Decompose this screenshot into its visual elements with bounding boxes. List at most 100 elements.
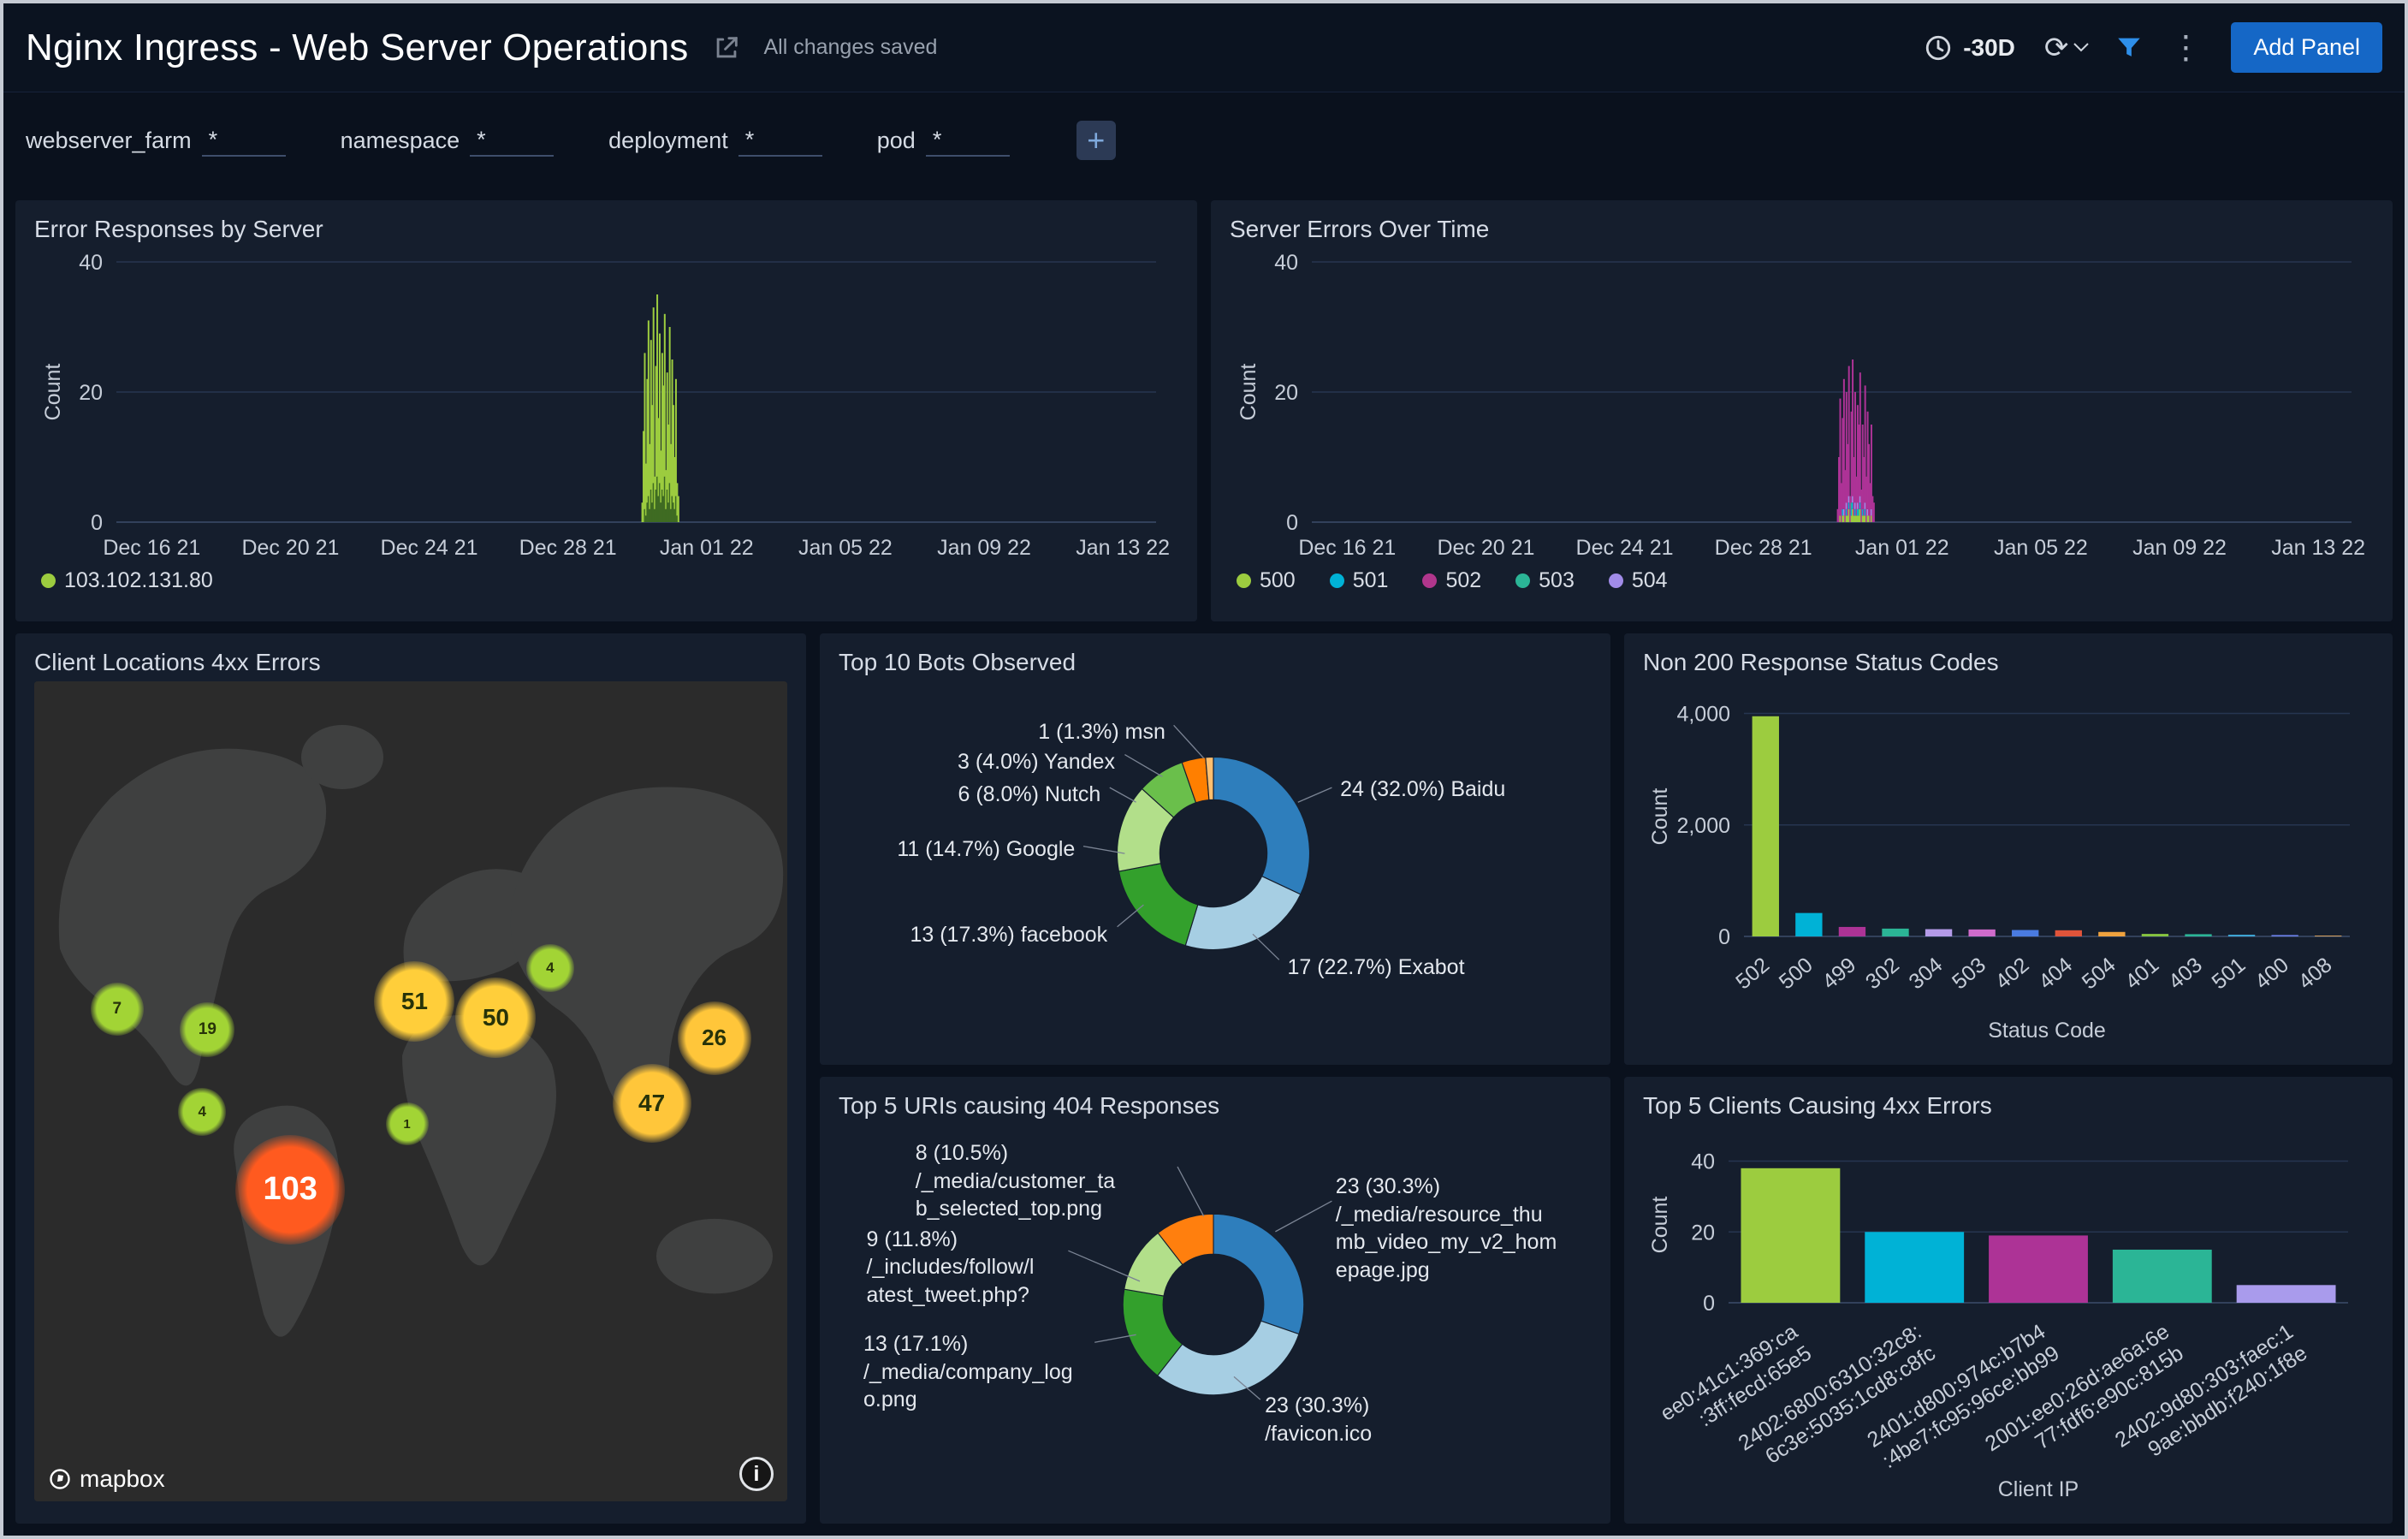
header: Nginx Ingress - Web Server Operations Al… <box>3 3 2405 92</box>
chart-legend: 103.102.131.80 <box>34 568 1178 593</box>
svg-text:499: 499 <box>1818 953 1860 994</box>
panel-top-bots: Top 10 Bots Observed 1 (1.3%) msn <box>820 633 1610 1065</box>
legend-item[interactable]: 500 <box>1237 568 1296 593</box>
svg-text:Count: Count <box>1237 364 1260 421</box>
donut-label: 8 (10.5%) /_media/customer_ta b_selected… <box>915 1141 1116 1221</box>
map-bubble[interactable]: 50 <box>455 977 537 1058</box>
panel-client-locations: Client Locations 4xx Errors <box>15 633 806 1524</box>
mapbox-attribution[interactable]: mapbox <box>48 1465 165 1493</box>
svg-text:Jan 01 22: Jan 01 22 <box>660 536 754 560</box>
page-title: Nginx Ingress - Web Server Operations <box>26 26 689 68</box>
legend-item[interactable]: 502 <box>1422 568 1481 593</box>
kebab-menu-icon[interactable]: ⋮ <box>2169 29 2203 66</box>
map-bubble[interactable]: 47 <box>612 1064 691 1144</box>
legend-dot <box>1329 573 1344 588</box>
refresh-button[interactable]: ⟳ <box>2044 33 2090 62</box>
map-bubble[interactable]: 4 <box>178 1087 227 1136</box>
time-range-label: -30D <box>1963 33 2015 61</box>
svg-text:Count: Count <box>1648 1197 1672 1254</box>
clock-icon <box>1924 33 1953 62</box>
add-panel-button[interactable]: Add Panel <box>2231 22 2382 73</box>
filter-deployment: deployment <box>608 124 822 157</box>
dashboard-grid: Error Responses by Server 0 20 40 Count Dec … <box>3 188 2405 1536</box>
svg-text:Status Code: Status Code <box>1988 1019 2106 1043</box>
svg-text:501: 501 <box>2207 953 2250 994</box>
svg-text:401: 401 <box>2120 953 2163 994</box>
svg-text:404: 404 <box>2034 953 2077 994</box>
webserver-farm-input[interactable] <box>201 124 286 157</box>
map-bubble[interactable]: 1 <box>385 1102 429 1146</box>
error-responses-chart[interactable]: 0 20 40 Count Dec 16 21 Dec 20 21 Dec 24 21 Dec… <box>34 248 1178 567</box>
map-bubble[interactable]: 26 <box>677 1001 751 1075</box>
panel-title: Client Locations 4xx Errors <box>34 649 321 675</box>
svg-text:Dec 20 21: Dec 20 21 <box>1437 536 1534 560</box>
svg-text:Client IP: Client IP <box>1998 1477 2079 1501</box>
donut-label: 9 (11.8%) /_includes/follow/l atest_twee… <box>866 1227 1035 1307</box>
svg-text:Jan 01 22: Jan 01 22 <box>1855 536 1949 560</box>
donut-label: 23 (30.3%) /favicon.ico <box>1265 1393 1373 1446</box>
map-bubble[interactable]: 7 <box>90 983 144 1037</box>
donut-label: 24 (32.0%) Baidu <box>1340 777 1506 802</box>
svg-text:Jan 09 22: Jan 09 22 <box>2132 536 2227 560</box>
mapbox-label: mapbox <box>80 1465 165 1492</box>
panel-top-clients: Top 5 Clients Causing 4xx Errors 0 20 40 Co… <box>1624 1077 2393 1524</box>
legend-item[interactable]: 503 <box>1515 568 1575 593</box>
legend-label: 503 <box>1539 568 1575 592</box>
legend-dot <box>1515 573 1531 588</box>
svg-text:2,000: 2,000 <box>1676 814 1730 838</box>
svg-text:402: 402 <box>1991 953 2034 994</box>
share-icon[interactable] <box>712 33 741 62</box>
deployment-input[interactable] <box>738 124 822 157</box>
add-filter-button[interactable]: + <box>1076 121 1116 160</box>
panel-title: Error Responses by Server <box>34 216 323 242</box>
panel-top-uris: Top 5 URIs causing 404 Responses 8 (10.5… <box>820 1077 1610 1524</box>
legend-item[interactable]: 501 <box>1329 568 1388 593</box>
panel-title: Non 200 Response Status Codes <box>1643 649 1999 675</box>
legend-label: 500 <box>1260 568 1296 592</box>
column-middle: Top 10 Bots Observed 1 (1.3%) msn <box>820 633 1610 1524</box>
filter-webserver-farm: webserver_farm <box>26 124 286 157</box>
map-bubble[interactable]: 103 <box>235 1134 346 1245</box>
uris-donut[interactable] <box>1120 1211 1307 1398</box>
world-map[interactable]: mapbox i 7 19 4 103 51 50 1 4 26 47 <box>34 681 787 1501</box>
svg-text:20: 20 <box>1691 1221 1715 1245</box>
filter-label: webserver_farm <box>26 127 192 153</box>
map-bubble[interactable]: 4 <box>525 944 574 993</box>
filter-bar: webserver_farm namespace deployment pod … <box>3 92 2405 188</box>
svg-text:Dec 20 21: Dec 20 21 <box>241 536 339 560</box>
server-errors-chart[interactable]: 0 20 40 Count Dec 16 21 Dec 20 21 Dec 24 21 Dec… <box>1230 248 2374 567</box>
time-range-button[interactable]: -30D <box>1924 33 2015 62</box>
donut-label: 6 (8.0%) Nutch <box>958 781 1101 806</box>
map-info-icon[interactable]: i <box>739 1457 774 1491</box>
svg-text:0: 0 <box>91 511 103 535</box>
svg-text:400: 400 <box>2251 953 2293 994</box>
map-bubble[interactable]: 51 <box>374 960 455 1042</box>
legend-item[interactable]: 504 <box>1608 568 1668 593</box>
svg-text:0: 0 <box>1286 511 1298 535</box>
pod-input[interactable] <box>925 124 1010 157</box>
svg-text:408: 408 <box>2294 953 2337 994</box>
panel-title: Top 10 Bots Observed <box>839 649 1076 675</box>
svg-text:40: 40 <box>1274 251 1298 275</box>
legend-dot <box>1422 573 1438 588</box>
bots-donut-chart[interactable]: 1 (1.3%) msn 3 (4.0%) Yandex 6 (8.0%) Nu… <box>839 681 1592 1048</box>
svg-text:0: 0 <box>1718 925 1730 949</box>
donut-label: 17 (22.7%) Exabot <box>1287 954 1465 979</box>
svg-text:Jan 09 22: Jan 09 22 <box>937 536 1031 560</box>
panel-title: Top 5 Clients Causing 4xx Errors <box>1643 1092 1992 1119</box>
clients-chart[interactable]: 0 20 40 Count ee0:41c1:369:ca:3ff:fecd:65e5 2… <box>1643 1125 2374 1506</box>
filter-pod: pod <box>877 124 1010 157</box>
filter-namespace: namespace <box>341 124 555 157</box>
uris-donut-chart[interactable]: 8 (10.5%) /_media/customer_ta b_selected… <box>839 1125 1592 1506</box>
legend-item[interactable]: 103.102.131.80 <box>41 568 213 593</box>
filter-icon[interactable] <box>2114 33 2144 62</box>
legend-label: 504 <box>1631 568 1668 592</box>
namespace-input[interactable] <box>470 124 555 157</box>
svg-text:302: 302 <box>1861 953 1904 994</box>
svg-text:503: 503 <box>1948 953 1990 994</box>
chart-legend: 500 501 502 503 504 <box>1230 568 2374 593</box>
bots-donut[interactable] <box>1114 754 1313 953</box>
status-codes-chart[interactable]: 0 2,000 4,000 Count 502 500 499 302 304 503 402 404… <box>1643 681 2374 1048</box>
legend-dot <box>1237 573 1251 588</box>
map-bubble[interactable]: 19 <box>180 1002 235 1058</box>
